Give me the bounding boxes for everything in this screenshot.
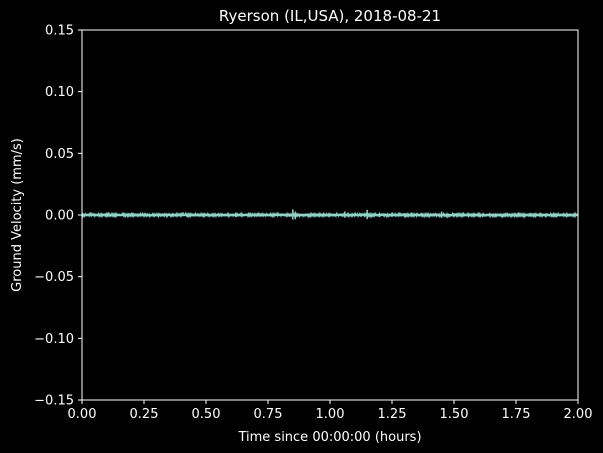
y-tick-label: −0.05 — [34, 270, 74, 285]
y-axis-label: Ground Velocity (mm/s) — [10, 138, 25, 292]
x-tick-label: 0.00 — [68, 407, 97, 422]
x-tick-label: 0.75 — [254, 407, 283, 422]
y-tick-label: −0.15 — [34, 394, 74, 409]
y-tick-label: 0.10 — [45, 85, 74, 100]
y-tick-label: −0.10 — [34, 332, 74, 347]
chart-title: Ryerson (IL,USA), 2018-08-21 — [219, 7, 441, 25]
x-tick-label: 2.00 — [564, 407, 593, 422]
y-tick-label: 0.15 — [45, 24, 74, 39]
x-tick-label: 1.75 — [502, 407, 531, 422]
x-axis: 0.00 0.25 0.50 0.75 1.00 1.25 1.50 1.75 2.00 — [68, 400, 593, 422]
x-tick-label: 1.00 — [316, 407, 345, 422]
x-tick-label: 1.25 — [378, 407, 407, 422]
x-axis-label: Time since 00:00:00 (hours) — [237, 430, 421, 445]
x-tick-label: 0.50 — [192, 407, 221, 422]
y-axis: 0.15 0.10 0.05 0.00 −0.05 −0.10 −0.15 — [34, 24, 82, 409]
y-tick-label: 0.00 — [45, 209, 74, 224]
x-tick-label: 1.50 — [440, 407, 469, 422]
x-tick-label: 0.25 — [130, 407, 159, 422]
y-tick-label: 0.05 — [45, 147, 74, 162]
series-0 — [82, 209, 578, 220]
